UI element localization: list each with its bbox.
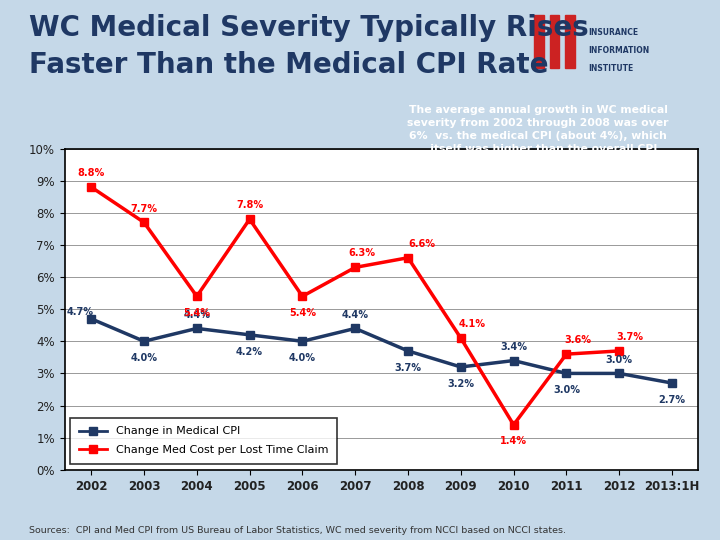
Text: INSURANCE: INSURANCE bbox=[588, 28, 638, 37]
Text: 4.1%: 4.1% bbox=[459, 319, 485, 329]
Text: WC Medical Severity Typically Rises: WC Medical Severity Typically Rises bbox=[29, 14, 588, 42]
Text: Faster Than the Medical CPI Rate: Faster Than the Medical CPI Rate bbox=[29, 51, 549, 79]
Text: 1.4%: 1.4% bbox=[500, 436, 527, 447]
Text: 4.0%: 4.0% bbox=[130, 353, 158, 363]
Text: INFORMATION: INFORMATION bbox=[588, 46, 649, 55]
Text: 3.0%: 3.0% bbox=[606, 355, 633, 365]
Text: 4.0%: 4.0% bbox=[289, 353, 316, 363]
Text: 3.0%: 3.0% bbox=[553, 385, 580, 395]
Text: 7.7%: 7.7% bbox=[130, 204, 158, 213]
Text: 6.6%: 6.6% bbox=[408, 239, 436, 249]
Text: 3.4%: 3.4% bbox=[500, 342, 527, 352]
Bar bbox=[534, 15, 544, 68]
Text: 5.4%: 5.4% bbox=[184, 308, 210, 318]
Text: Sources:  CPI and Med CPI from US Bureau of Labor Statistics, WC med severity fr: Sources: CPI and Med CPI from US Bureau … bbox=[29, 525, 566, 535]
Text: 7.8%: 7.8% bbox=[236, 200, 264, 210]
Text: 4.7%: 4.7% bbox=[66, 307, 94, 317]
Text: INSTITUTE: INSTITUTE bbox=[588, 64, 633, 73]
Text: 2.7%: 2.7% bbox=[659, 395, 685, 404]
Text: The average annual growth in WC medical
severity from 2002 through 2008 was over: The average annual growth in WC medical … bbox=[408, 105, 669, 154]
Text: 3.6%: 3.6% bbox=[564, 335, 591, 345]
Legend: Change in Medical CPI, Change Med Cost per Lost Time Claim: Change in Medical CPI, Change Med Cost p… bbox=[71, 417, 337, 464]
Text: 4.2%: 4.2% bbox=[236, 347, 263, 356]
Text: 4.4%: 4.4% bbox=[184, 309, 210, 320]
Text: 3.7%: 3.7% bbox=[617, 332, 644, 342]
Text: 6.3%: 6.3% bbox=[348, 248, 376, 259]
Text: 5.4%: 5.4% bbox=[289, 308, 316, 318]
Text: 8.8%: 8.8% bbox=[78, 168, 105, 178]
Text: 4.4%: 4.4% bbox=[342, 309, 369, 320]
Text: 3.2%: 3.2% bbox=[447, 379, 474, 389]
Bar bbox=[550, 15, 559, 68]
Bar bbox=[565, 15, 575, 68]
Text: 3.7%: 3.7% bbox=[395, 362, 421, 373]
